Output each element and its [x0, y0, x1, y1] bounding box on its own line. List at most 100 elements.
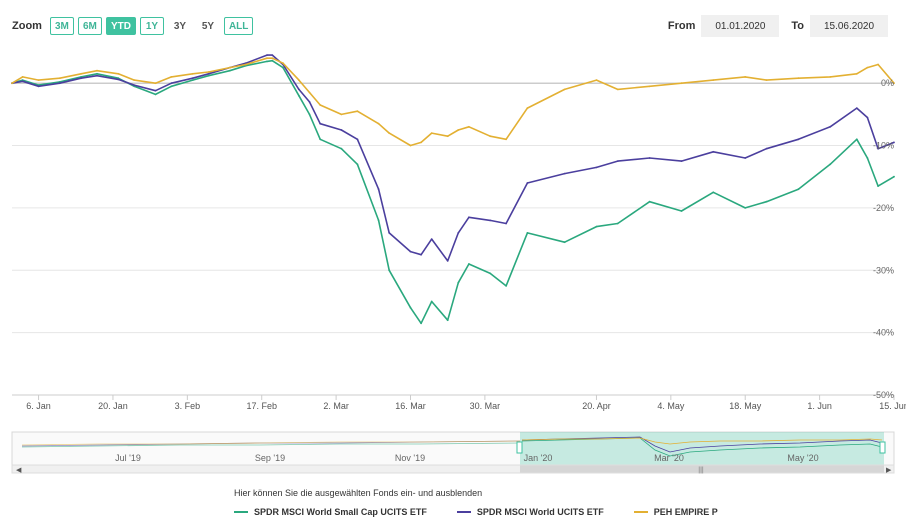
data-point: [271, 59, 274, 62]
y-tick-label: -20%: [873, 203, 894, 213]
data-point: [430, 238, 433, 241]
data-point: [282, 66, 284, 69]
data-point: [298, 94, 300, 97]
data-point: [430, 132, 433, 135]
data-point: [356, 163, 359, 166]
y-tick-label: -40%: [873, 328, 894, 338]
data-point: [526, 182, 529, 184]
legend-label-world: SPDR MSCI World UCITS ETF: [476, 507, 604, 517]
navigator-right-handle[interactable]: [879, 441, 886, 454]
data-point: [271, 57, 274, 60]
data-point: [765, 147, 768, 150]
y-tick-label: -10%: [873, 141, 894, 151]
navigator[interactable]: Jul '19 Sep '19 Nov '19 Jan '20 Mar '20 …: [0, 428, 906, 478]
data-point: [712, 79, 715, 81]
data-point: [680, 160, 683, 163]
data-point: [446, 135, 449, 138]
data-point: [877, 63, 879, 66]
navigator-scrollbar[interactable]: [11, 464, 895, 474]
from-date-input[interactable]: [701, 15, 780, 37]
scroll-right-arrow-icon[interactable]: ▶: [886, 467, 892, 474]
data-point: [117, 72, 120, 75]
data-point: [489, 135, 492, 138]
data-point: [319, 122, 322, 125]
data-point: [457, 281, 460, 284]
data-point: [866, 116, 869, 119]
data-point: [154, 89, 157, 92]
scroll-left-arrow-icon[interactable]: ◀: [16, 467, 22, 474]
data-point: [526, 107, 529, 109]
x-tick-label: 18. May: [729, 401, 762, 411]
nav-label-mar20: Mar '20: [654, 453, 684, 463]
zoom-5y-button[interactable]: 5Y: [195, 17, 220, 35]
data-point: [266, 57, 268, 60]
data-point: [409, 144, 412, 147]
data-point: [388, 269, 391, 272]
data-point: [80, 77, 82, 80]
data-point: [877, 185, 879, 188]
data-point: [468, 263, 470, 265]
data-point: [388, 232, 391, 234]
zoom-6m-button[interactable]: 6M: [77, 17, 102, 35]
navigator-selection[interactable]: [520, 432, 884, 465]
legend-swatch-empire: [633, 511, 648, 513]
legend-item-world[interactable]: SPDR MSCI World UCITS ETF: [456, 507, 604, 517]
data-point: [133, 79, 136, 81]
data-point: [133, 84, 136, 86]
data-point: [855, 72, 858, 75]
navigator-scrollbar-thumb[interactable]: [520, 465, 884, 473]
x-tick-label: 4. May: [657, 401, 685, 411]
legend-label-small-cap: SPDR MSCI World Small Cap UCITS ETF: [254, 507, 427, 517]
data-point: [308, 91, 311, 94]
data-point: [420, 253, 422, 256]
data-point: [446, 260, 449, 262]
y-tick-label: 0%: [881, 78, 894, 88]
series-line: [11, 54, 895, 262]
data-point: [526, 232, 529, 234]
data-point: [340, 147, 343, 150]
data-point: [308, 113, 311, 116]
data-point: [829, 125, 832, 128]
legend-item-small-cap[interactable]: SPDR MSCI World Small Cap UCITS ETF: [234, 507, 427, 517]
zoom-3m-button[interactable]: 3M: [49, 17, 74, 35]
line-chart[interactable]: 0% -10% -20% -30% -40% -50% 6. Jan 20. Jan 3. F…: [0, 0, 906, 415]
data-point: [797, 188, 800, 191]
data-point: [170, 76, 173, 78]
zoom-3y-button[interactable]: 3Y: [167, 17, 192, 35]
legend-swatch-world: [456, 511, 471, 513]
data-point: [457, 129, 460, 131]
data-point: [377, 188, 380, 191]
data-point: [595, 225, 598, 228]
data-point: [340, 129, 343, 131]
date-range: From To: [668, 15, 894, 37]
x-tick-label: 20. Apr: [582, 401, 611, 411]
y-tick-label: -50%: [873, 390, 894, 400]
legend-item-empire[interactable]: PEH EMPIRE P: [633, 507, 718, 517]
data-point: [58, 82, 61, 85]
scrollbar-grip-icon: |||: [698, 467, 704, 474]
zoom-all-button[interactable]: ALL: [223, 17, 254, 35]
zoom-1y-button[interactable]: 1Y: [139, 17, 164, 35]
data-point: [356, 110, 359, 113]
data-point: [616, 222, 619, 225]
data-point: [893, 82, 895, 85]
x-tick-label: 2. Mar: [323, 401, 349, 411]
data-point: [409, 250, 412, 253]
to-date-input[interactable]: [810, 15, 888, 37]
data-point: [866, 157, 869, 159]
zoom-ytd-button[interactable]: YTD: [105, 17, 136, 35]
data-point: [829, 76, 832, 78]
data-point: [319, 138, 322, 141]
data-point: [228, 69, 231, 72]
navigator-left-handle[interactable]: [516, 441, 523, 454]
data-point: [37, 85, 40, 88]
data-point: [446, 319, 449, 322]
data-point: [893, 141, 895, 144]
data-point: [58, 77, 61, 80]
data-point: [505, 222, 507, 225]
data-point: [170, 82, 173, 85]
data-point: [340, 113, 343, 116]
legend-label-empire: PEH EMPIRE P: [653, 507, 718, 517]
data-point: [298, 88, 300, 91]
data-point: [377, 219, 380, 222]
